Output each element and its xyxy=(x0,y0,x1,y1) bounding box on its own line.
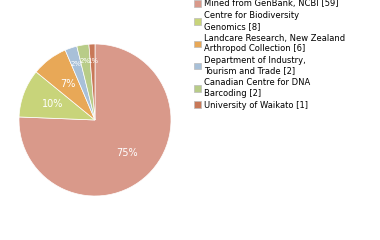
Wedge shape xyxy=(36,50,95,120)
Legend: Mined from GenBank, NCBI [59], Centre for Biodiversity
Genomics [8], Landcare Re: Mined from GenBank, NCBI [59], Centre fo… xyxy=(194,0,345,109)
Wedge shape xyxy=(19,44,171,196)
Text: 1%: 1% xyxy=(87,58,98,64)
Text: 2%: 2% xyxy=(80,59,91,65)
Text: 75%: 75% xyxy=(116,148,138,158)
Wedge shape xyxy=(77,44,95,120)
Text: 10%: 10% xyxy=(42,99,63,109)
Wedge shape xyxy=(65,46,95,120)
Text: 2%: 2% xyxy=(71,61,82,67)
Wedge shape xyxy=(19,72,95,120)
Text: 7%: 7% xyxy=(60,78,75,89)
Wedge shape xyxy=(89,44,95,120)
